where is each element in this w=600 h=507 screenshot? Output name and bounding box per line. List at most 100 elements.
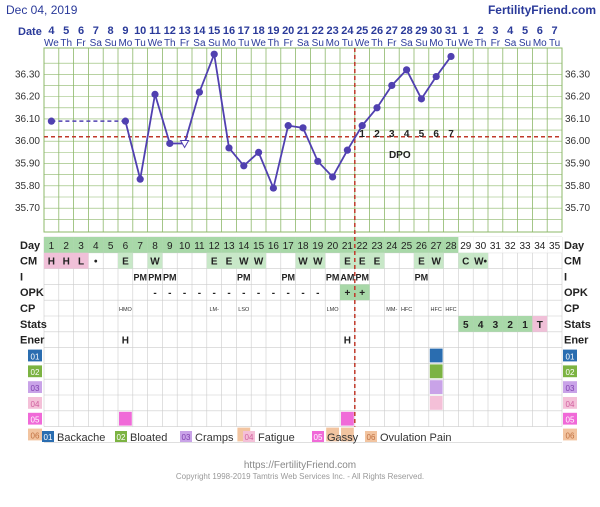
cm-value: L — [78, 257, 84, 268]
weekday-label: We — [355, 38, 370, 49]
intercourse-value: PM — [281, 272, 295, 282]
temp-point[interactable] — [269, 184, 277, 192]
day-cell-bg — [295, 237, 311, 253]
cm-value: W — [431, 257, 441, 268]
temp-point[interactable] — [417, 95, 425, 103]
footer-url[interactable]: https://FertilityFriend.com — [244, 460, 356, 471]
weekday-label: Su — [312, 38, 324, 49]
temp-point[interactable] — [329, 173, 337, 181]
site-name[interactable]: FertilityFriend.com — [488, 3, 596, 17]
dpo-number: 2 — [374, 129, 380, 140]
temp-point[interactable] — [151, 90, 159, 98]
temp-point[interactable] — [388, 81, 396, 90]
date-label: 17 — [238, 25, 250, 37]
day-cell-bg — [399, 237, 414, 253]
opk-value: - — [287, 288, 290, 299]
dpo-label: DPO — [389, 150, 411, 161]
chart-labels: 4 5 6 7 8 9 10 11 12 13 14 15 16 17 18 19 20 21 22 23 24 25 26… — [15, 25, 591, 441]
opk-value: - — [227, 288, 230, 299]
weekday-label: Fr — [76, 38, 86, 49]
temp-point[interactable] — [225, 144, 233, 152]
temp-point[interactable] — [343, 146, 351, 154]
cm-value: W — [239, 257, 249, 268]
temp-point[interactable] — [314, 157, 322, 165]
temp-point-open[interactable] — [179, 139, 190, 149]
opk-value: - — [242, 288, 245, 299]
opk-positive-bg — [340, 284, 355, 301]
date-label: 1 — [463, 25, 469, 37]
temp-point[interactable] — [299, 124, 307, 132]
temp-line-segment — [139, 94, 156, 180]
day-cell-bg — [58, 237, 74, 253]
stats-cell-bg — [532, 316, 548, 332]
cm-value: W — [313, 257, 323, 268]
temp-point[interactable] — [403, 66, 411, 74]
footer-copyright: Copyright 1998-2019 Tamtris Web Services… — [176, 472, 424, 481]
legend-label: Fatigue — [258, 432, 295, 444]
day-number: 21 — [342, 241, 354, 252]
weekday-label: Sa — [504, 38, 517, 49]
temp-line-segment — [435, 55, 452, 78]
legend-num: 03 — [182, 433, 191, 442]
weekday-label: Tu — [445, 38, 456, 49]
day-number: 10 — [179, 241, 191, 252]
cm-cell-bg — [251, 252, 266, 269]
cm-cell-bg — [44, 252, 59, 269]
cp-value: HFC — [401, 307, 412, 313]
temp-point[interactable] — [195, 88, 203, 96]
date-label: 11 — [149, 25, 161, 37]
stats-value: 2 — [507, 320, 513, 331]
legend-swatch — [365, 431, 377, 442]
temp-point[interactable] — [432, 72, 440, 81]
day-cell-bg — [384, 237, 400, 253]
date-label: 4 — [507, 25, 514, 37]
temp-point[interactable] — [136, 175, 144, 183]
weekday-label: We — [148, 38, 163, 49]
cm-cell-bg — [206, 252, 222, 269]
temp-point[interactable] — [373, 104, 381, 112]
weekday-label: Mo — [222, 38, 236, 49]
temp-point[interactable] — [47, 117, 56, 125]
date-label: 15 — [208, 25, 220, 37]
cp-value: LMO — [327, 307, 340, 313]
row-label-right: CP — [564, 303, 579, 315]
date-label: 5 — [522, 25, 528, 37]
day-cell-bg — [340, 237, 355, 253]
date-label: 24 — [341, 25, 354, 37]
row-label-right: Stats — [564, 319, 591, 331]
legend-swatch — [42, 431, 54, 442]
weekday-label: Th — [268, 38, 280, 49]
date-row-label: Date — [18, 26, 42, 38]
temp-point[interactable] — [284, 122, 292, 130]
temp-point[interactable] — [255, 148, 263, 156]
stats-cell-bg — [517, 316, 533, 332]
day-cell-bg — [280, 237, 296, 253]
weekday-label: Tu — [549, 38, 560, 49]
temp-point[interactable] — [210, 50, 218, 58]
opk-value: - — [316, 288, 319, 299]
temp-point[interactable] — [447, 52, 455, 61]
cm-cell-bg — [414, 252, 429, 269]
day-number: 9 — [167, 241, 173, 252]
symptom-num-left: 02 — [31, 368, 40, 377]
cm-value: • — [94, 257, 98, 268]
temp-point[interactable] — [121, 117, 129, 125]
intercourse-value: PM — [148, 272, 162, 282]
day-number: 16 — [268, 241, 280, 252]
day-number: 24 — [386, 241, 398, 252]
temp-point[interactable] — [166, 139, 174, 148]
cp-value: HMO — [119, 307, 133, 313]
cm-cell-bg — [147, 252, 163, 269]
temp-point[interactable] — [358, 122, 366, 130]
temp-point[interactable] — [240, 162, 248, 170]
weekday-label: Mo — [429, 38, 443, 49]
day-number: 18 — [297, 241, 309, 252]
symptom-mark — [429, 396, 443, 410]
day-cell-bg — [443, 237, 459, 253]
cm-cell-bg — [369, 252, 385, 269]
symptom-num-left: 05 — [31, 416, 40, 425]
y-tick-right: 35.70 — [565, 203, 590, 214]
row-label-left: CP — [20, 303, 35, 315]
symptom-tag-left — [28, 381, 42, 393]
symptom-num-right: 02 — [566, 368, 575, 377]
